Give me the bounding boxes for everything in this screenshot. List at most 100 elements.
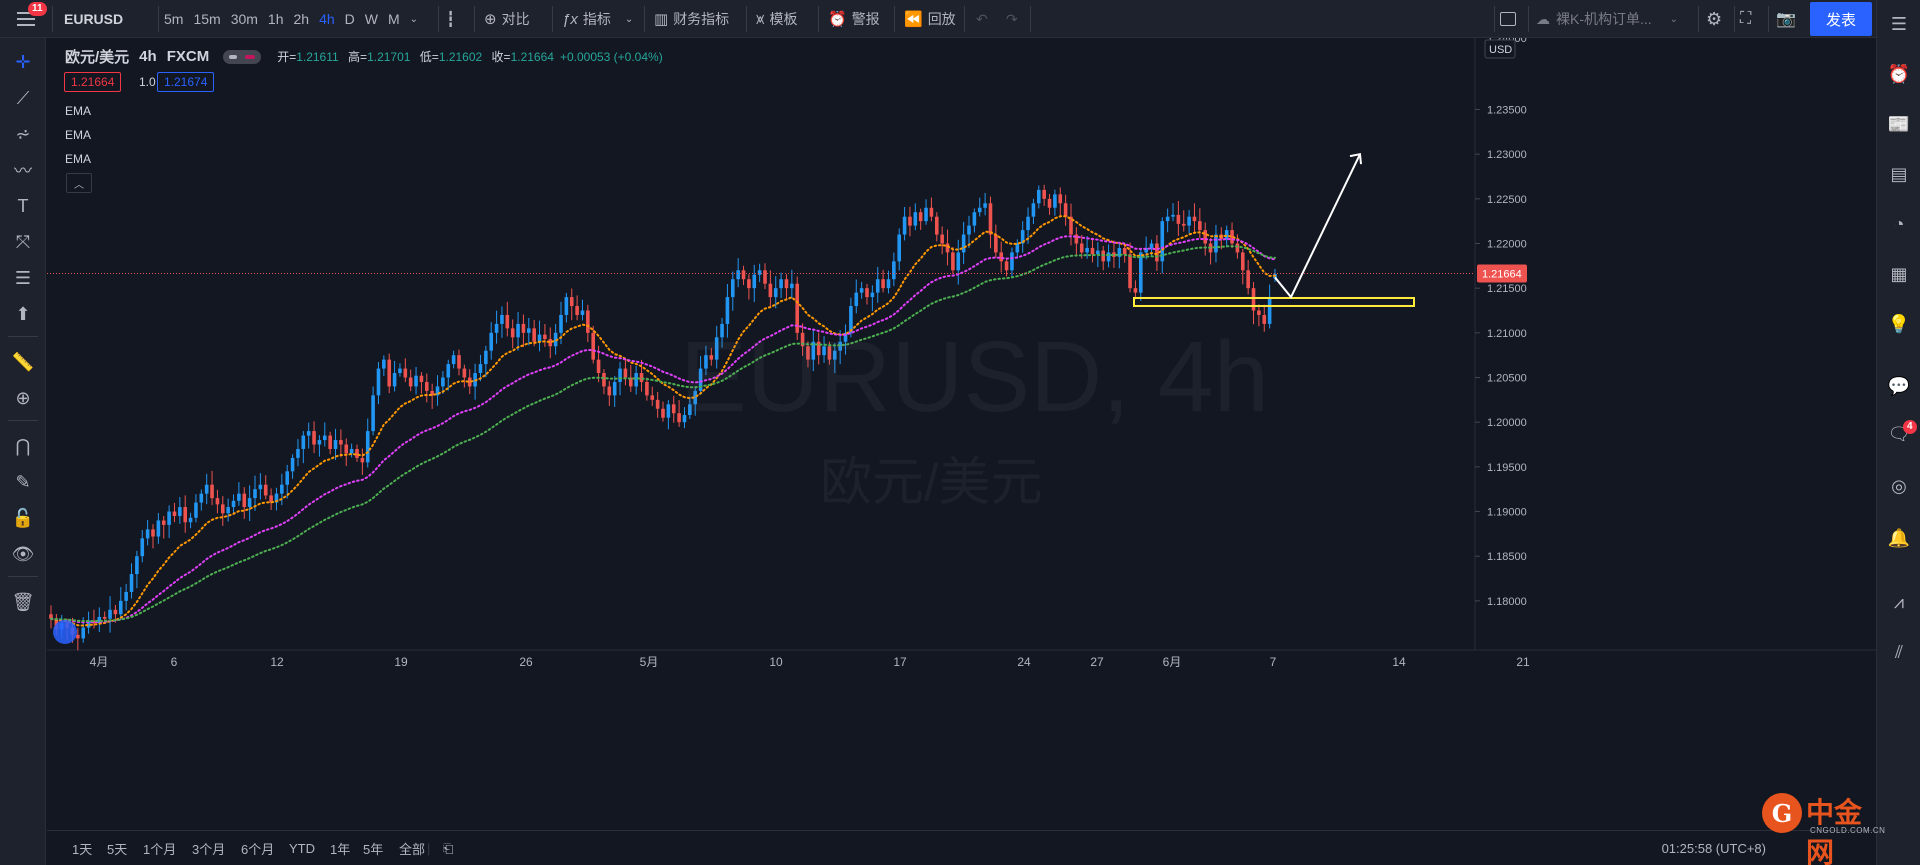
candle-body	[951, 252, 955, 271]
collapse-indicators-button[interactable]: ︿	[66, 173, 92, 193]
timeframe-15m[interactable]: 15m	[193, 11, 221, 27]
timezone-clock[interactable]: 01:25:58 (UTC+8)	[1661, 841, 1766, 856]
buy-price-button[interactable]: 1.21674	[157, 72, 215, 92]
drawing-toolbar: ✛ ⟋ ⩫ 〰 T ⤧ ☰ ⬆ 📏 ⊕ ⋂ ✎ 🔓 👁 🗑	[0, 38, 46, 865]
chevron-down-icon: ⌄	[1669, 13, 1679, 25]
alert-button[interactable]: ⏰ 警报	[828, 0, 880, 38]
candle-body	[172, 511, 177, 516]
range-all[interactable]: 全部	[399, 842, 426, 857]
time-tick-label: 6月	[1163, 655, 1182, 669]
visibility-toggle[interactable]	[223, 49, 262, 64]
sell-price-button[interactable]: 1.21664	[64, 72, 122, 92]
snapshot-button[interactable]: 📷	[1776, 0, 1796, 38]
replay-button[interactable]: ⏪ 回放	[904, 0, 956, 38]
range-1m[interactable]: 1个月	[143, 842, 177, 857]
data-window-icon[interactable]: ▤	[1890, 163, 1908, 184]
eye-icon[interactable]: 👁	[11, 543, 35, 564]
ema-indicator-label[interactable]: EMA	[65, 152, 92, 166]
chat-icon[interactable]: 💬	[1887, 375, 1911, 396]
hotlist-icon[interactable]: ◔	[1893, 213, 1905, 234]
alarm-clock-icon[interactable]: ⏰	[1887, 63, 1911, 84]
candle-body	[902, 216, 907, 235]
trend-line-icon[interactable]: ⟋	[16, 87, 30, 108]
financials-button[interactable]: ▥ 财务指标	[654, 0, 729, 38]
timeframe-30m[interactable]: 30m	[230, 11, 258, 27]
candle-body	[779, 279, 783, 289]
order-panel-icon[interactable]: ⫽	[1894, 641, 1904, 662]
range-ytd[interactable]: YTD	[289, 841, 315, 856]
candle-body	[768, 283, 773, 298]
text-tool-icon[interactable]: T	[17, 195, 29, 216]
ideas-icon[interactable]: 💡	[1887, 313, 1911, 334]
candle-body	[832, 350, 837, 360]
symbol-search-button[interactable]: EURUSD	[64, 11, 124, 27]
prediction-tool-icon[interactable]: ☰	[14, 267, 32, 288]
arrow-up-icon[interactable]: ⬆	[15, 303, 31, 324]
fullscreen-select-button[interactable]	[1500, 0, 1516, 38]
candle-body	[1004, 261, 1009, 271]
candle-body	[752, 274, 757, 289]
range-1d[interactable]: 1天	[72, 842, 93, 857]
streams-icon[interactable]: ◎	[1891, 475, 1907, 496]
range-5d[interactable]: 5天	[107, 842, 128, 857]
logo-domain: CNGOLD.COM.CN	[1810, 826, 1886, 835]
chevron-down-icon[interactable]: ⌄	[409, 13, 419, 25]
pattern-tool-icon[interactable]: 〰	[14, 161, 32, 181]
candle-body	[564, 297, 569, 315]
timeframe-w[interactable]: W	[364, 11, 378, 27]
candle-body	[838, 341, 842, 351]
fullscreen-button[interactable]: ⛶	[1740, 0, 1751, 38]
candle-body	[934, 216, 939, 235]
timeframe-m[interactable]: M	[388, 11, 400, 27]
indicators-label: 指标	[582, 11, 611, 27]
range-5y[interactable]: 5年	[363, 842, 384, 857]
candle-body	[1235, 243, 1240, 253]
timeframe-4h[interactable]: 4h	[319, 11, 335, 27]
trash-icon[interactable]: 🗑	[11, 591, 35, 612]
range-1y[interactable]: 1年	[330, 842, 351, 857]
price-chart[interactable]: 1.18000 1.18500 1.19000 1.19500 1.20000 1.205…	[47, 38, 1877, 795]
candle-body	[145, 529, 150, 539]
layout-name-button[interactable]: ☁ 裸K-机构订单... ⌄	[1536, 0, 1678, 38]
calendar-icon[interactable]: ▦	[1890, 263, 1908, 284]
indicators-button[interactable]: ƒx 指标 ⌄	[562, 0, 633, 38]
candle-body	[628, 377, 633, 387]
candle-body	[747, 279, 751, 289]
trading-panel-icon[interactable]: ⩘	[1893, 591, 1905, 612]
compare-button[interactable]: ⊕ 对比	[484, 0, 530, 38]
candle-body	[940, 234, 944, 244]
range-6m[interactable]: 6个月	[241, 842, 275, 857]
goto-date-button[interactable]: ⎗	[443, 831, 453, 865]
timeframe-1h[interactable]: 1h	[267, 11, 284, 27]
settings-button[interactable]: ⚙	[1706, 0, 1722, 38]
undo-button[interactable]: ↶	[976, 10, 988, 27]
notifications-icon[interactable]: 🔔	[1887, 527, 1911, 548]
ema-indicator-label[interactable]: EMA	[65, 128, 92, 142]
ruler-icon[interactable]: 📏	[11, 351, 35, 372]
lock-drawing-icon[interactable]: ✎	[15, 471, 31, 492]
lock-icon[interactable]: 🔓	[11, 507, 35, 528]
alert-label: 警报	[851, 11, 880, 27]
ema-indicator-label[interactable]: EMA	[65, 104, 92, 118]
news-icon[interactable]: 📰	[1887, 113, 1911, 134]
candle-body	[661, 408, 665, 418]
range-3m[interactable]: 3个月	[192, 842, 226, 857]
main-menu-button[interactable]: 11	[0, 0, 52, 38]
candle-body	[967, 225, 971, 235]
chart-type-button[interactable]: ┇	[446, 0, 460, 38]
fib-tool-icon[interactable]: ⩫	[15, 123, 31, 144]
candle-body	[322, 435, 327, 441]
publish-button[interactable]: 发表	[1810, 2, 1872, 36]
redo-button[interactable]: ↷	[1006, 10, 1018, 27]
chart-legend: 欧元/美元 4h FXCM 开=1.21611 高=1.21701 低=1.21…	[65, 46, 663, 67]
crosshair-icon[interactable]: ✛	[15, 51, 31, 72]
timeframe-2h[interactable]: 2h	[293, 11, 310, 27]
watchlist-icon[interactable]: ☰	[1890, 13, 1908, 34]
zoom-in-icon[interactable]: ⊕	[15, 387, 31, 408]
xabcd-pattern-icon[interactable]: ⤧	[15, 231, 31, 252]
templates-button[interactable]: ⩙ 模板	[756, 0, 797, 38]
chart-area[interactable]: 1.18000 1.18500 1.19000 1.19500 1.20000 1.205…	[47, 38, 1877, 795]
magnet-icon[interactable]: ⋂	[15, 435, 31, 456]
timeframe-5m[interactable]: 5m	[164, 11, 184, 27]
timeframe-d[interactable]: D	[344, 11, 355, 27]
